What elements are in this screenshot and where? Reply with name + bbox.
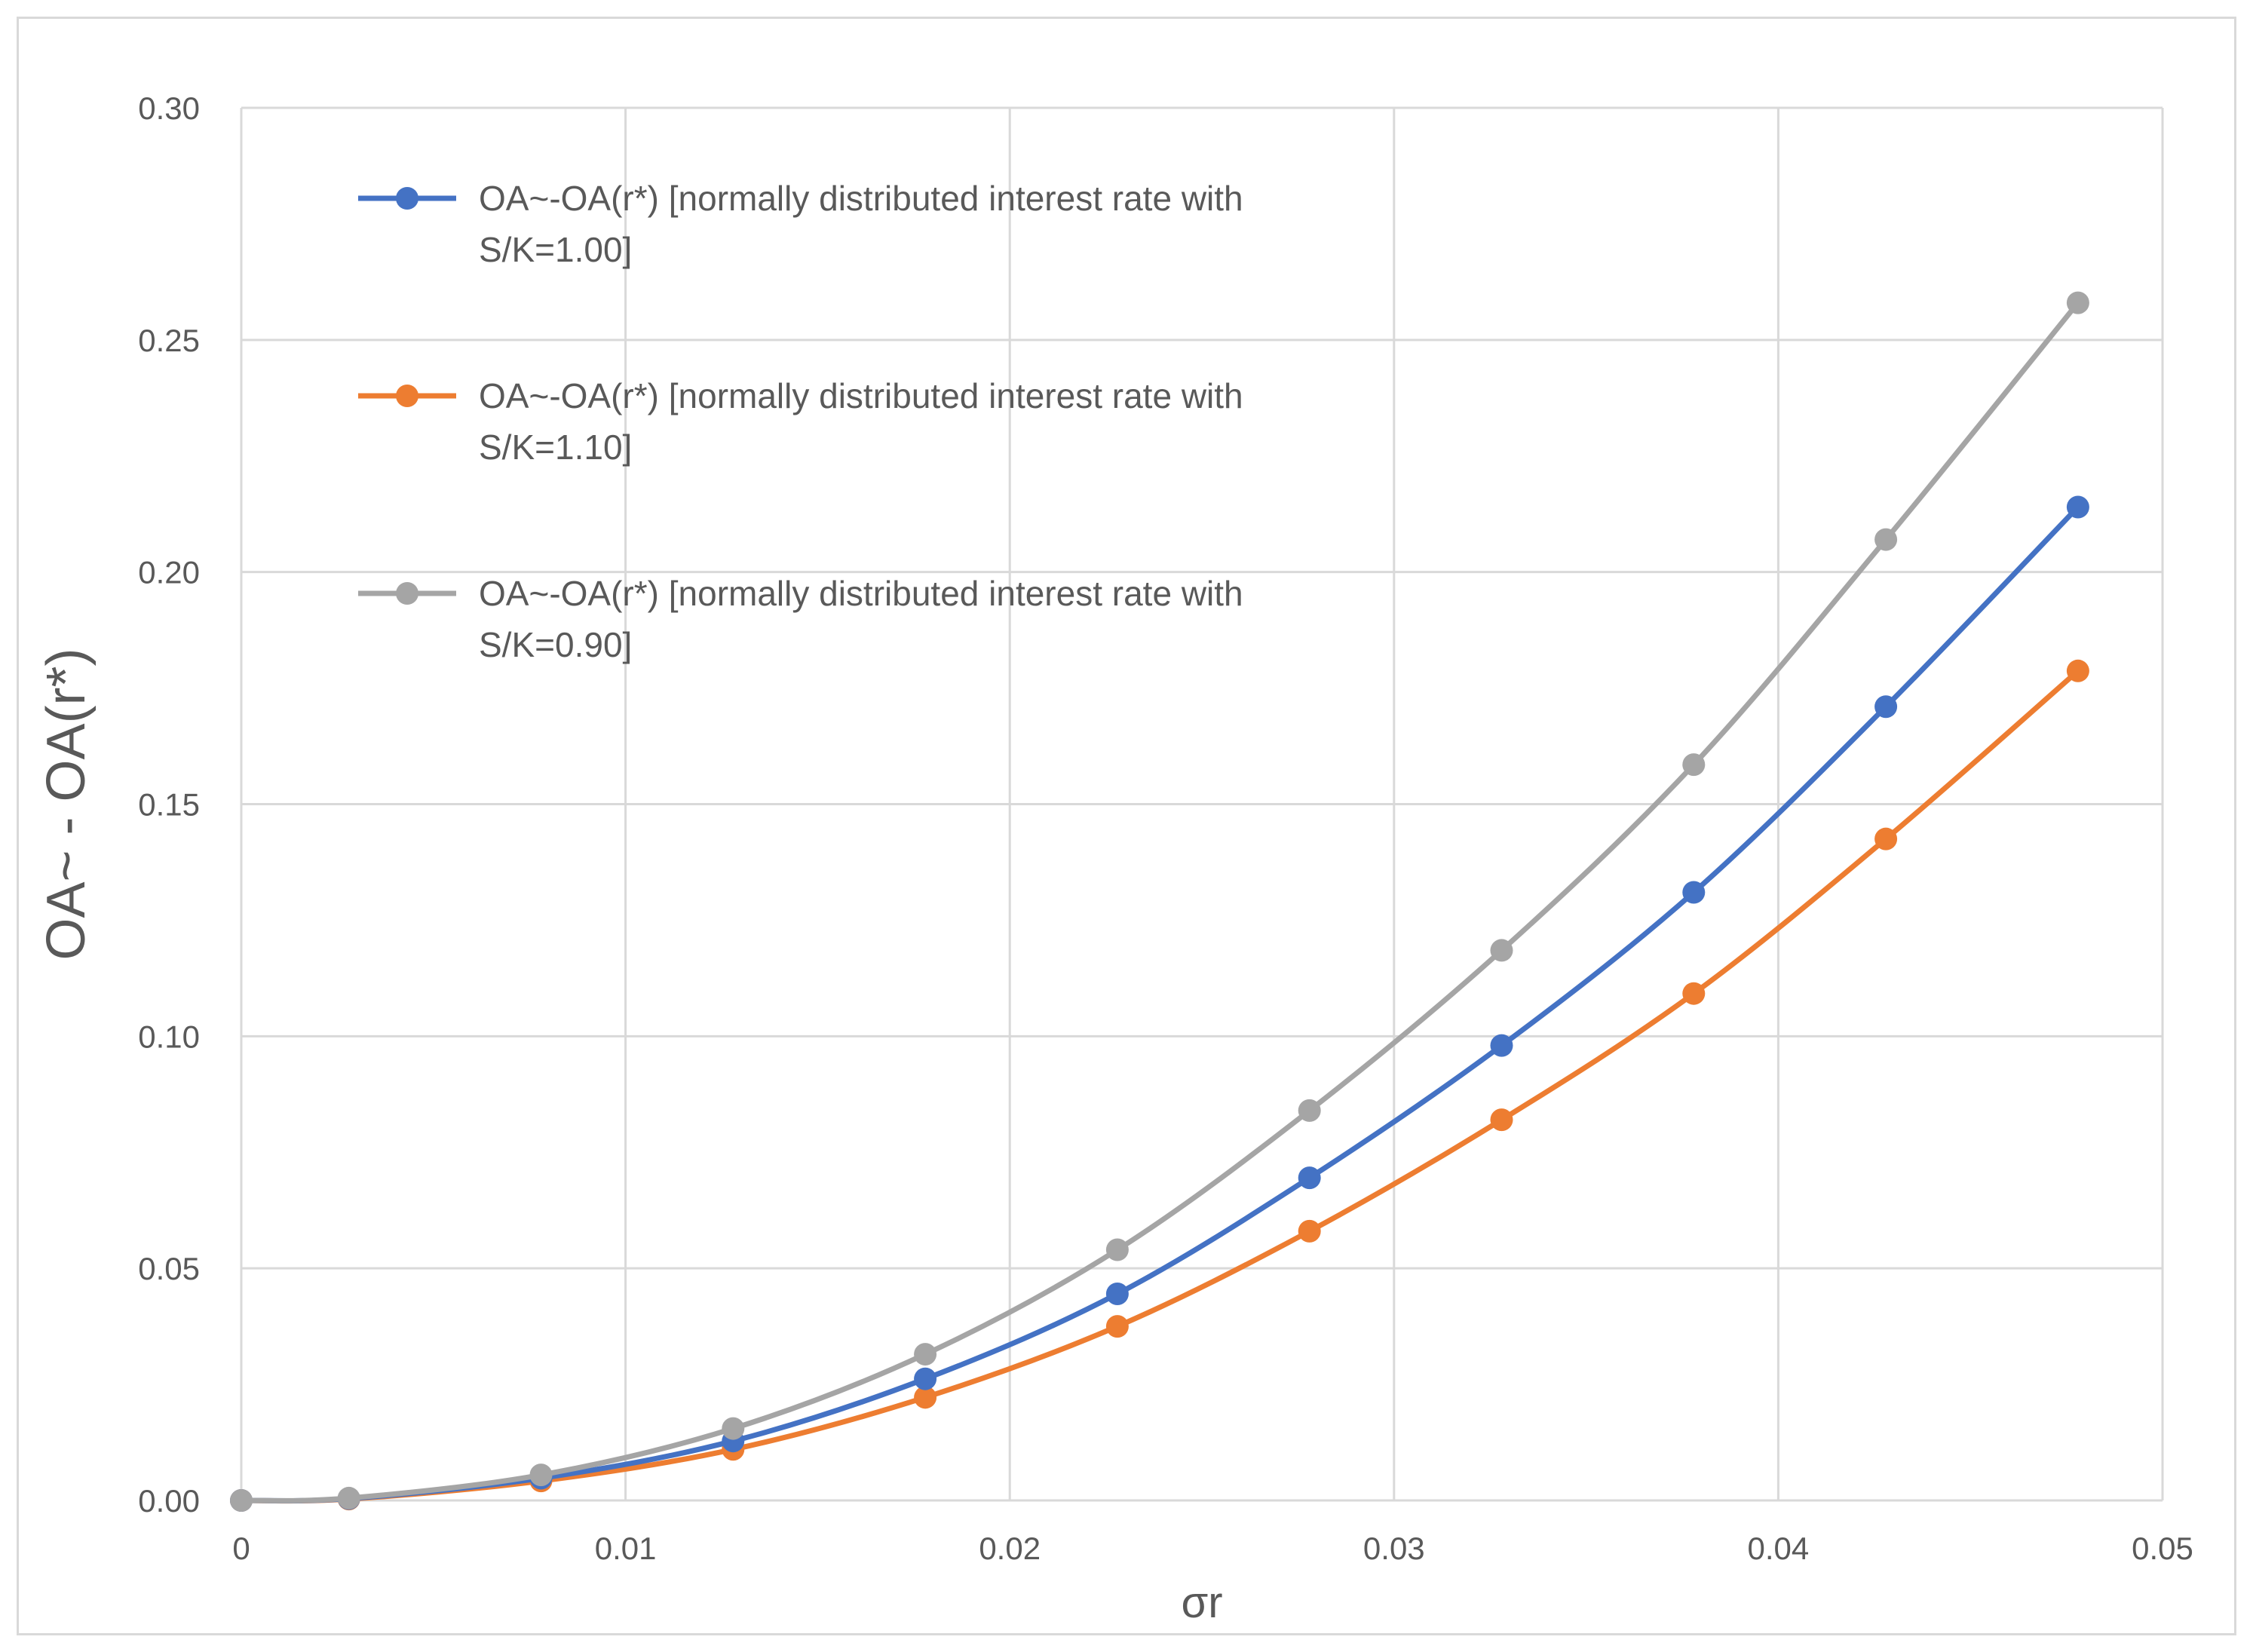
data-point [2066,495,2089,519]
x-tick-label: 0.01 [595,1531,657,1566]
legend-item: OA~-OA(r*) [normally distributed interes… [358,179,1243,269]
chart-frame: 0.00 0.05 0.10 0.15 0.20 0.25 0.30 0 0.01 0.02 0.0… [17,17,2236,1635]
data-point [1874,827,1898,851]
data-point [1490,1108,1513,1132]
legend-dot-marker [396,187,418,210]
data-point [1105,1283,1129,1306]
series-line [238,668,2081,1504]
y-tick-label: 0.30 [138,90,200,126]
data-point [1105,1238,1129,1261]
legend-item: OA~-OA(r*) [normally distributed interes… [358,574,1243,664]
data-point [914,1343,937,1366]
x-tick-label: 0.04 [1748,1531,1810,1566]
legend-label: S/K=0.90] [479,625,632,664]
legend-label: OA~-OA(r*) [normally distributed interes… [479,376,1243,415]
data-point [1682,753,1706,777]
data-point [1298,1219,1321,1243]
series-2 [230,659,2089,1512]
data-point [230,1489,253,1512]
data-point [914,1367,937,1390]
series-line [238,300,2081,1503]
x-tick-label: 0.02 [979,1531,1041,1566]
data-point [1490,1034,1513,1057]
data-point [1298,1166,1321,1190]
y-tick-label: 0.20 [138,555,200,590]
x-tick-label: 0 [232,1531,250,1566]
y-tick-label: 0.00 [138,1483,200,1519]
y-tick-label: 0.05 [138,1251,200,1286]
data-point [2066,291,2089,314]
data-point [1682,881,1706,904]
legend-label: OA~-OA(r*) [normally distributed interes… [479,179,1243,218]
legend-label: OA~-OA(r*) [normally distributed interes… [479,574,1243,613]
data-point [1874,695,1898,719]
data-point [1490,939,1513,962]
data-point [1105,1315,1129,1338]
data-point [529,1464,553,1487]
data-point [2066,659,2089,682]
legend-dot-marker [396,385,418,407]
data-point [1874,528,1898,551]
series-lines [230,291,2089,1512]
legend: OA~-OA(r*) [normally distributed interes… [358,179,1243,664]
y-tick-label: 0.10 [138,1019,200,1054]
data-point [722,1417,745,1440]
line-chart: 0.00 0.05 0.10 0.15 0.20 0.25 0.30 0 0.01 0.02 0.0… [36,90,2193,1627]
legend-label: S/K=1.00] [479,230,632,269]
legend-dot-marker [396,582,418,605]
tick-labels: 0.00 0.05 0.10 0.15 0.20 0.25 0.30 0 0.01 0.02 0.0… [138,90,2193,1566]
data-point [1682,982,1706,1005]
y-axis-title: OA~ - OA(r*) [36,648,97,960]
x-axis-title: σr [1181,1578,1222,1627]
x-tick-label: 0.03 [1363,1531,1425,1566]
y-tick-label: 0.25 [138,323,200,358]
data-point [337,1486,360,1509]
y-tick-label: 0.15 [138,787,200,823]
data-point [1298,1099,1321,1122]
series-3 [230,291,2089,1512]
gridlines [240,106,2164,1502]
x-tick-label: 0.05 [2132,1531,2193,1566]
legend-label: S/K=1.10] [479,428,632,467]
legend-item: OA~-OA(r*) [normally distributed interes… [358,376,1243,467]
data-point [914,1386,937,1409]
